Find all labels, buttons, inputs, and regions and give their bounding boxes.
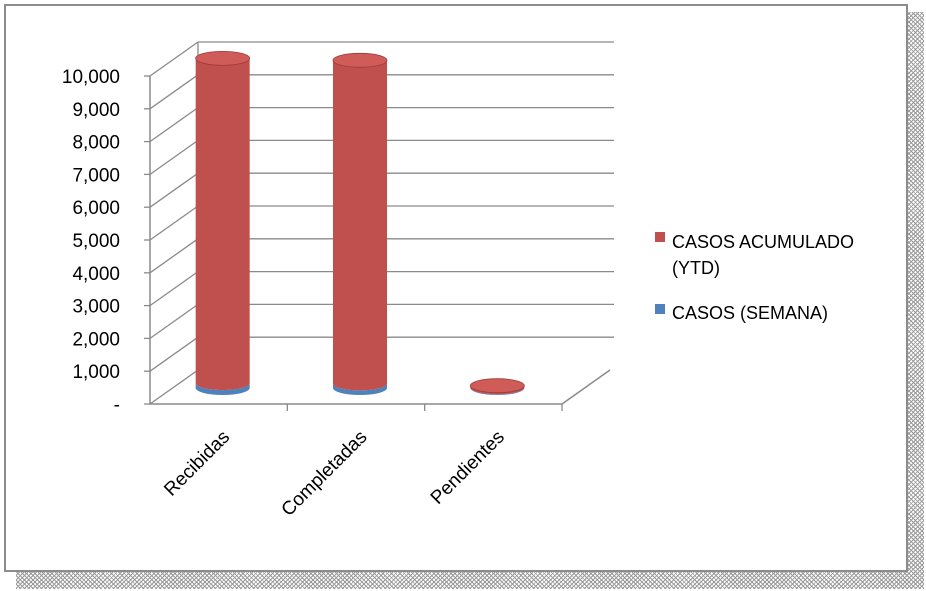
category-labels: Recibidas Completadas Pendientes bbox=[160, 427, 509, 521]
legend-swatch-acumulado bbox=[655, 232, 665, 242]
gridline-depth bbox=[149, 238, 199, 274]
legend-swatch-semana bbox=[655, 304, 665, 314]
y-tick-labels: - 1,000 2,000 3,000 4,000 5,000 6,000 7,000 8,00… bbox=[62, 67, 120, 416]
bars-layer bbox=[195, 50, 525, 395]
y-tick-label: 8,000 bbox=[72, 133, 120, 154]
gridline-depth bbox=[149, 139, 199, 175]
category-label: Pendientes bbox=[427, 427, 509, 509]
bar-semana bbox=[333, 383, 387, 395]
y-tick-label: 3,000 bbox=[72, 297, 120, 318]
chart-frame bbox=[4, 4, 908, 572]
y-tick-label: 1,000 bbox=[72, 362, 120, 383]
gridline-depth bbox=[149, 172, 199, 208]
gridline-depth bbox=[149, 107, 199, 143]
y-tick-label: 4,000 bbox=[72, 264, 120, 285]
gridline-depth bbox=[149, 74, 199, 110]
bar-acumulado-top bbox=[332, 52, 388, 68]
gridline-depth bbox=[149, 336, 199, 372]
category-label: Recibidas bbox=[160, 427, 234, 501]
bar-acumulado-top bbox=[469, 378, 525, 394]
bar-acumulado bbox=[195, 58, 250, 391]
y-tick-label: 6,000 bbox=[72, 198, 120, 219]
legend: CASOS ACUMULADO (YTD) CASOS (SEMANA) bbox=[655, 232, 854, 323]
legend-label-acumulado-ytd: (YTD) bbox=[672, 258, 720, 278]
category-label: Completadas bbox=[278, 427, 372, 521]
y-tick-label: 7,000 bbox=[72, 165, 120, 186]
y-tick-label: - bbox=[114, 395, 120, 416]
y-tick-label: 10,000 bbox=[62, 67, 120, 88]
y-tick-label: 2,000 bbox=[72, 329, 120, 350]
bar-semana bbox=[195, 383, 250, 395]
gridline-depth bbox=[149, 205, 199, 241]
gridline-depth bbox=[149, 271, 199, 307]
y-tick-label: 5,000 bbox=[72, 231, 120, 252]
y-tick-label: 9,000 bbox=[72, 100, 120, 121]
legend-label-acumulado: CASOS ACUMULADO bbox=[672, 232, 854, 252]
gridline-depth bbox=[149, 41, 199, 77]
grid-layer bbox=[149, 41, 614, 405]
bar-acumulado-top bbox=[195, 50, 251, 66]
floor-right-edge bbox=[561, 369, 611, 405]
bar-acumulado bbox=[333, 60, 387, 391]
gridline-depth bbox=[149, 369, 199, 405]
gridline-depth bbox=[149, 303, 199, 339]
legend-label-semana: CASOS (SEMANA) bbox=[672, 303, 828, 323]
